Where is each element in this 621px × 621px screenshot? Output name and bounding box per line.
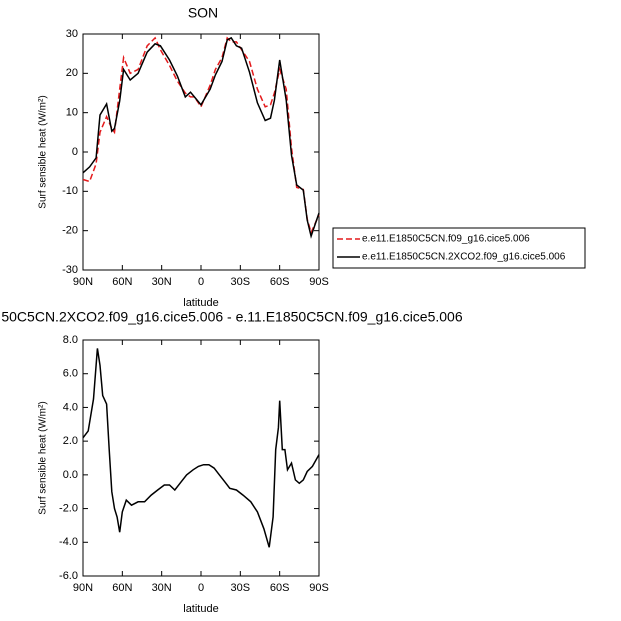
y-tick-label: 30 [66, 28, 78, 40]
x-tick-label: 0 [198, 582, 204, 594]
x-tick-label: 60S [270, 582, 290, 594]
y-tick-label: 20 [66, 67, 78, 79]
chart-title: 50C5CN.2XCO2.f09_g16.cice5.006 - e.11.E1… [1, 309, 462, 325]
x-tick-label: 30S [231, 582, 251, 594]
y-tick-label: 0 [72, 146, 78, 158]
y-tick-label: -2.0 [59, 502, 78, 514]
x-tick-label: 0 [198, 276, 204, 288]
x-tick-label: 60N [112, 582, 132, 594]
x-tick-label: 30S [231, 276, 251, 288]
y-tick-label: 2.0 [63, 435, 78, 447]
y-tick-label: -30 [62, 264, 78, 276]
series-line [82, 36, 320, 235]
y-tick-label: -6.0 [59, 570, 78, 582]
y-axis-label: Surf sensible heat (W/m²) [38, 95, 49, 208]
x-tick-label: 90N [73, 276, 93, 288]
x-axis-label: latitude [183, 603, 218, 615]
series-line [82, 348, 320, 548]
plot-frame [82, 33, 320, 271]
x-tick-label: 60N [112, 276, 132, 288]
legend-label: e.e11.E1850C5CN.2XCO2.f09_g16.cice5.006 [362, 252, 566, 263]
legend-box [332, 227, 586, 269]
chart-title: SON [188, 5, 218, 21]
x-tick-label: 90N [73, 582, 93, 594]
y-tick-label: 0.0 [63, 469, 78, 481]
y-tick-label: 4.0 [63, 401, 78, 413]
x-tick-label: 60S [270, 276, 290, 288]
x-tick-label: 90S [309, 276, 329, 288]
y-tick-label: 10 [66, 107, 78, 119]
y-axis-label: Surf sensible heat (W/m²) [38, 401, 49, 514]
x-tick-label: 30N [152, 276, 172, 288]
y-tick-label: 8.0 [63, 334, 78, 346]
y-tick-label: -4.0 [59, 536, 78, 548]
legend-label: e.e11.E1850C5CN.f09_g16.cice5.006 [362, 234, 530, 245]
x-tick-label: 30N [152, 582, 172, 594]
x-tick-label: 90S [309, 582, 329, 594]
series-line [82, 36, 320, 239]
y-tick-label: -10 [62, 185, 78, 197]
y-tick-label: -20 [62, 225, 78, 237]
plot-frame [82, 339, 320, 577]
x-axis-label: latitude [183, 297, 218, 309]
y-tick-label: 6.0 [63, 368, 78, 380]
